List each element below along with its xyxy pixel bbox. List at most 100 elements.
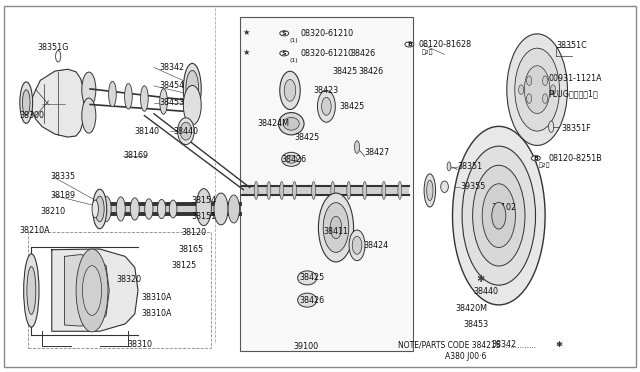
Ellipse shape — [125, 84, 132, 109]
Ellipse shape — [543, 76, 548, 86]
Text: 38169: 38169 — [124, 151, 148, 160]
Text: 38426: 38426 — [358, 67, 383, 76]
Text: 38342: 38342 — [159, 63, 184, 72]
Ellipse shape — [141, 86, 148, 111]
Text: 38453: 38453 — [159, 98, 184, 107]
Text: 38310A: 38310A — [141, 310, 172, 318]
Text: 38165: 38165 — [178, 244, 204, 253]
Text: S: S — [282, 51, 287, 56]
Ellipse shape — [183, 63, 201, 115]
Ellipse shape — [284, 117, 300, 130]
Ellipse shape — [527, 94, 532, 103]
Text: 38411: 38411 — [323, 227, 348, 236]
Ellipse shape — [462, 146, 536, 285]
Text: 38351: 38351 — [458, 162, 483, 171]
Ellipse shape — [254, 182, 258, 199]
Ellipse shape — [424, 174, 436, 207]
Ellipse shape — [472, 165, 525, 266]
Ellipse shape — [527, 76, 532, 86]
Text: 38454: 38454 — [159, 81, 184, 90]
Text: 38125: 38125 — [172, 261, 197, 270]
Text: ✱: ✱ — [555, 340, 562, 349]
Circle shape — [280, 31, 289, 36]
Text: 38351G: 38351G — [38, 42, 69, 51]
Ellipse shape — [323, 203, 349, 252]
Ellipse shape — [228, 195, 239, 223]
Ellipse shape — [524, 66, 550, 113]
Text: 38335: 38335 — [51, 172, 76, 181]
Ellipse shape — [131, 198, 140, 220]
Bar — [98, 204, 240, 214]
Ellipse shape — [22, 90, 30, 115]
Circle shape — [405, 42, 414, 47]
Ellipse shape — [83, 266, 102, 315]
Text: 38426: 38426 — [351, 49, 376, 58]
Text: S: S — [282, 31, 287, 36]
Ellipse shape — [543, 94, 548, 103]
Text: 38424M: 38424M — [257, 119, 289, 128]
Text: 38310A: 38310A — [141, 293, 172, 302]
Ellipse shape — [82, 98, 96, 133]
Ellipse shape — [82, 72, 96, 107]
Ellipse shape — [452, 126, 545, 305]
Ellipse shape — [183, 86, 201, 125]
Polygon shape — [65, 254, 109, 326]
Text: 38425: 38425 — [300, 273, 325, 282]
Ellipse shape — [267, 182, 271, 199]
Circle shape — [280, 51, 289, 56]
Ellipse shape — [312, 182, 316, 199]
Text: 38425: 38425 — [339, 102, 364, 111]
Text: 38210A: 38210A — [20, 226, 51, 235]
Text: ★: ★ — [243, 28, 250, 37]
Text: 08120-81628: 08120-81628 — [419, 40, 472, 49]
Ellipse shape — [347, 182, 351, 199]
Ellipse shape — [317, 90, 335, 122]
Ellipse shape — [515, 48, 559, 131]
Circle shape — [531, 155, 540, 161]
Text: (1): (1) — [290, 58, 299, 63]
Text: 38423: 38423 — [314, 86, 339, 95]
Ellipse shape — [92, 200, 99, 218]
Bar — [28, 232, 211, 348]
Text: (1): (1) — [290, 38, 299, 43]
Text: 08120-8251B: 08120-8251B — [548, 154, 602, 163]
Text: 38440: 38440 — [173, 126, 198, 136]
Text: 38425: 38425 — [294, 133, 320, 142]
Bar — [242, 186, 410, 195]
Ellipse shape — [382, 182, 386, 199]
Text: 38426: 38426 — [300, 296, 324, 305]
Text: 00931-1121A: 00931-1121A — [548, 74, 602, 83]
Ellipse shape — [482, 184, 515, 247]
Text: 38342: 38342 — [491, 340, 516, 349]
Text: 38320: 38320 — [117, 275, 142, 284]
Text: 08320-61210: 08320-61210 — [301, 49, 354, 58]
Ellipse shape — [507, 34, 568, 145]
Text: 38154: 38154 — [191, 196, 216, 205]
Text: NOTE/PARTS CODE 38421S ..............: NOTE/PARTS CODE 38421S .............. — [398, 340, 536, 349]
Ellipse shape — [319, 193, 353, 262]
Text: 38151: 38151 — [191, 212, 216, 221]
Ellipse shape — [427, 180, 433, 201]
Ellipse shape — [330, 217, 342, 239]
Bar — [240, 17, 413, 351]
Ellipse shape — [56, 51, 61, 62]
Polygon shape — [29, 69, 84, 137]
Ellipse shape — [355, 141, 360, 154]
Ellipse shape — [95, 196, 104, 222]
Ellipse shape — [157, 199, 166, 218]
Text: 。2〉: 。2〉 — [422, 49, 434, 55]
Ellipse shape — [298, 271, 317, 285]
Text: 38440: 38440 — [473, 287, 499, 296]
Text: 38310: 38310 — [127, 340, 152, 349]
Text: 38140: 38140 — [135, 126, 160, 136]
Ellipse shape — [214, 193, 228, 225]
Text: A380 J00·6: A380 J00·6 — [445, 352, 486, 361]
Ellipse shape — [24, 254, 39, 327]
Polygon shape — [52, 249, 138, 331]
Text: B: B — [533, 156, 538, 161]
Text: 38189: 38189 — [51, 191, 76, 200]
Text: 38300: 38300 — [20, 111, 45, 120]
Text: 38427: 38427 — [365, 148, 390, 157]
Ellipse shape — [76, 249, 108, 332]
Ellipse shape — [116, 197, 125, 221]
